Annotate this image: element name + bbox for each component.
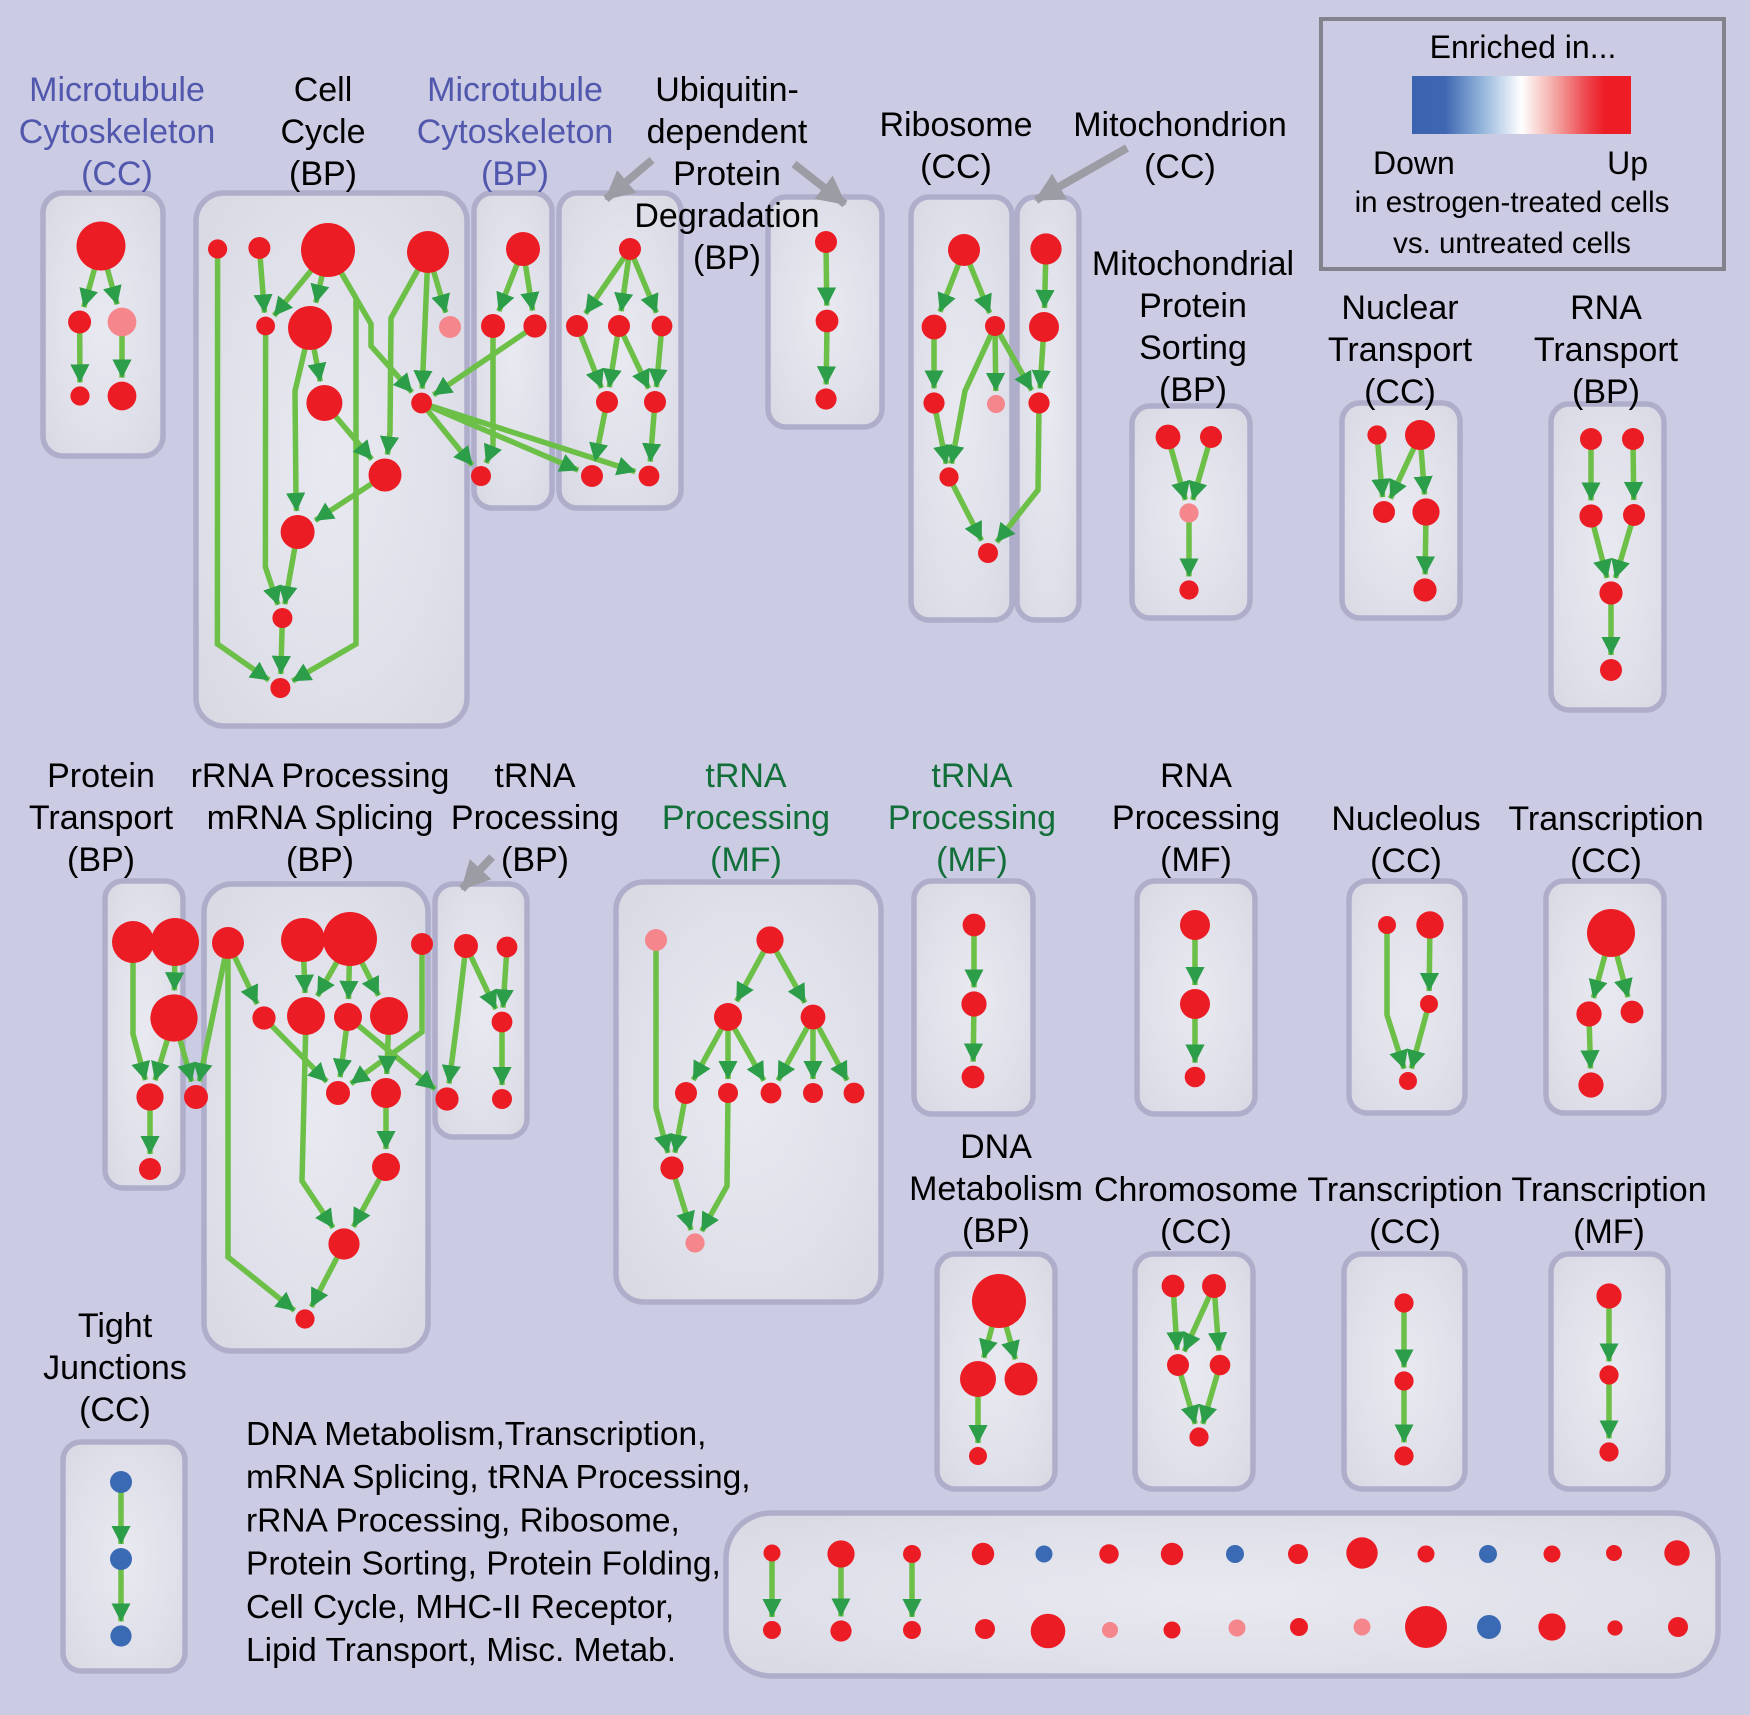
svg-text:DNA: DNA <box>960 1128 1032 1166</box>
svg-text:(BP): (BP) <box>67 841 135 879</box>
svg-text:Down: Down <box>1373 145 1455 181</box>
svg-text:RNA: RNA <box>1160 757 1232 795</box>
svg-text:Cell Cycle, MHC-II Receptor,: Cell Cycle, MHC-II Receptor, <box>246 1589 674 1626</box>
svg-text:(BP): (BP) <box>962 1212 1030 1250</box>
svg-text:(CC): (CC) <box>1160 1213 1232 1251</box>
svg-text:(BP): (BP) <box>1159 371 1227 409</box>
svg-text:mRNA Splicing: mRNA Splicing <box>207 799 434 837</box>
svg-text:RNA: RNA <box>1570 289 1642 327</box>
svg-text:Transcription: Transcription <box>1508 800 1703 838</box>
svg-text:Sorting: Sorting <box>1139 329 1247 367</box>
svg-text:Microtubule: Microtubule <box>427 71 603 109</box>
svg-text:Cytoskeleton: Cytoskeleton <box>417 113 614 151</box>
svg-text:Transport: Transport <box>29 799 174 837</box>
svg-text:(BP): (BP) <box>1572 373 1640 411</box>
svg-text:Protein Sorting, Protein Foldi: Protein Sorting, Protein Folding, <box>246 1546 721 1583</box>
svg-text:dependent: dependent <box>647 113 808 151</box>
svg-text:(CC): (CC) <box>1570 842 1642 880</box>
svg-text:Enriched in...: Enriched in... <box>1430 29 1617 65</box>
svg-text:(BP): (BP) <box>693 239 761 277</box>
svg-text:Nuclear: Nuclear <box>1341 289 1458 327</box>
svg-text:Ribosome: Ribosome <box>879 106 1032 144</box>
svg-text:Transcription: Transcription <box>1511 1171 1706 1209</box>
svg-text:Lipid Transport, Misc. Metab.: Lipid Transport, Misc. Metab. <box>246 1632 676 1669</box>
svg-text:Degradation: Degradation <box>634 197 819 235</box>
svg-text:Processing: Processing <box>888 799 1056 837</box>
svg-text:tRNA: tRNA <box>705 757 787 795</box>
svg-text:Transport: Transport <box>1534 331 1679 369</box>
svg-text:rRNA Processing: rRNA Processing <box>191 757 450 795</box>
svg-text:Metabolism: Metabolism <box>909 1170 1083 1208</box>
svg-text:(MF): (MF) <box>710 841 782 879</box>
svg-text:Protein: Protein <box>47 757 155 795</box>
svg-text:Up: Up <box>1607 145 1648 181</box>
svg-text:in estrogen-treated cells: in estrogen-treated cells <box>1355 186 1670 219</box>
svg-text:Ubiquitin-: Ubiquitin- <box>655 71 799 109</box>
svg-text:Cycle: Cycle <box>280 113 365 151</box>
svg-text:(CC): (CC) <box>1364 373 1436 411</box>
svg-text:Cell: Cell <box>294 71 353 109</box>
svg-text:Processing: Processing <box>1112 799 1280 837</box>
svg-text:(BP): (BP) <box>501 841 569 879</box>
svg-text:(BP): (BP) <box>289 155 357 193</box>
svg-text:mRNA Splicing, tRNA Processing: mRNA Splicing, tRNA Processing, <box>246 1459 751 1496</box>
svg-text:(CC): (CC) <box>81 155 153 193</box>
svg-text:Processing: Processing <box>662 799 830 837</box>
svg-text:Nucleolus: Nucleolus <box>1331 800 1480 838</box>
svg-text:tRNA: tRNA <box>931 757 1013 795</box>
svg-text:Processing: Processing <box>451 799 619 837</box>
svg-text:Mitochondrion: Mitochondrion <box>1073 106 1287 144</box>
svg-text:Mitochondrial: Mitochondrial <box>1092 245 1294 283</box>
svg-text:Protein: Protein <box>1139 287 1247 325</box>
svg-text:(BP): (BP) <box>286 841 354 879</box>
svg-text:DNA Metabolism,Transcription,: DNA Metabolism,Transcription, <box>246 1416 706 1453</box>
svg-text:(CC): (CC) <box>1369 1213 1441 1251</box>
svg-text:Microtubule: Microtubule <box>29 71 205 109</box>
svg-text:Junctions: Junctions <box>43 1349 187 1387</box>
svg-text:Chromosome: Chromosome <box>1094 1171 1298 1209</box>
svg-text:Cytoskeleton: Cytoskeleton <box>19 113 216 151</box>
svg-text:(MF): (MF) <box>1573 1213 1645 1251</box>
svg-text:(CC): (CC) <box>79 1391 151 1429</box>
svg-text:rRNA Processing, Ribosome,: rRNA Processing, Ribosome, <box>246 1502 680 1539</box>
svg-text:Transport: Transport <box>1328 331 1473 369</box>
svg-text:(CC): (CC) <box>920 148 992 186</box>
svg-text:vs. untreated cells: vs. untreated cells <box>1393 227 1631 260</box>
svg-text:tRNA: tRNA <box>494 757 576 795</box>
svg-text:Transcription: Transcription <box>1307 1171 1502 1209</box>
svg-text:Protein: Protein <box>673 155 781 193</box>
svg-text:(MF): (MF) <box>936 841 1008 879</box>
svg-text:(CC): (CC) <box>1144 148 1216 186</box>
svg-text:(BP): (BP) <box>481 155 549 193</box>
svg-text:(MF): (MF) <box>1160 841 1232 879</box>
svg-text:Tight: Tight <box>78 1307 153 1345</box>
svg-text:(CC): (CC) <box>1370 842 1442 880</box>
